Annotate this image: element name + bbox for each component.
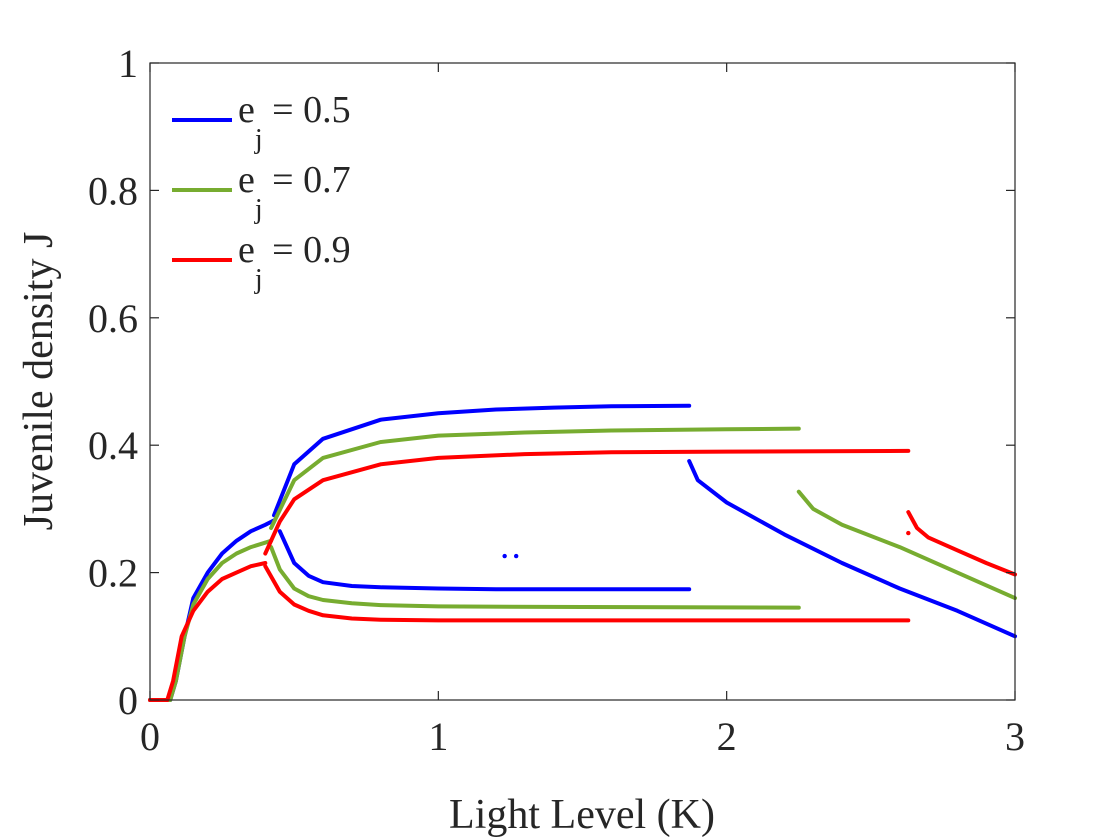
series-3 <box>148 448 1017 702</box>
x-axis-label: Light Level (K) <box>449 792 715 838</box>
data-point <box>906 530 911 536</box>
x-tick-label: 3 <box>1005 714 1025 759</box>
plot-area <box>150 63 1015 700</box>
series-branch <box>148 561 268 702</box>
y-tick-label: 1 <box>118 41 138 86</box>
data-point <box>502 553 507 559</box>
y-tick-label: 0.6 <box>88 296 138 341</box>
x-tick-label: 2 <box>717 714 737 759</box>
tick-layer: 0 1 2 3 0 0.2 0.4 0.6 0.8 1 <box>88 41 1025 759</box>
legend: ej = 0.5ej = 0.7ej = 0.9 <box>172 89 351 295</box>
series-branch <box>687 459 1017 639</box>
series-branch <box>263 564 911 623</box>
x-tick-label: 1 <box>428 714 448 759</box>
y-axis-label: Juvenile density J <box>16 232 62 531</box>
legend-label: ej = 0.7 <box>238 159 351 225</box>
series-branch <box>796 489 1017 601</box>
y-tick-label: 0.4 <box>88 423 138 468</box>
axes-box <box>149 62 1016 701</box>
data-point <box>513 553 519 559</box>
series-branch <box>906 510 1017 577</box>
series-branch <box>272 403 692 518</box>
series-branch <box>269 545 801 610</box>
series-2 <box>148 426 1017 702</box>
legend-label: ej = 0.9 <box>238 229 351 295</box>
x-tick-label: 0 <box>140 714 160 759</box>
series-branch <box>148 538 274 702</box>
series-layer <box>148 403 1017 702</box>
series-branch <box>263 448 911 556</box>
series-branch <box>269 426 801 530</box>
y-tick-label: 0.2 <box>88 551 138 596</box>
y-tick-label: 0 <box>118 678 138 723</box>
y-tick-label: 0.8 <box>88 168 138 213</box>
series-branch <box>277 529 692 592</box>
legend-label: ej = 0.5 <box>238 89 351 155</box>
